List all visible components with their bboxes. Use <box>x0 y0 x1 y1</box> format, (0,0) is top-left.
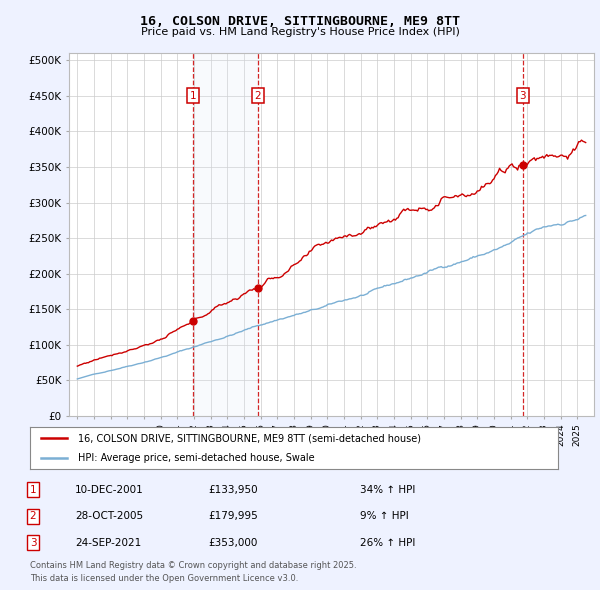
Text: 16, COLSON DRIVE, SITTINGBOURNE, ME9 8TT (semi-detached house): 16, COLSON DRIVE, SITTINGBOURNE, ME9 8TT… <box>77 433 421 443</box>
Text: 2: 2 <box>254 91 261 101</box>
Text: Price paid vs. HM Land Registry's House Price Index (HPI): Price paid vs. HM Land Registry's House … <box>140 27 460 37</box>
Text: 16, COLSON DRIVE, SITTINGBOURNE, ME9 8TT: 16, COLSON DRIVE, SITTINGBOURNE, ME9 8TT <box>140 15 460 28</box>
Text: 26% ↑ HPI: 26% ↑ HPI <box>360 538 415 548</box>
Text: 2: 2 <box>29 512 37 521</box>
Text: £179,995: £179,995 <box>208 512 258 521</box>
Text: 24-SEP-2021: 24-SEP-2021 <box>75 538 141 548</box>
Text: 34% ↑ HPI: 34% ↑ HPI <box>360 485 415 494</box>
Text: 3: 3 <box>29 538 37 548</box>
Text: £133,950: £133,950 <box>208 485 258 494</box>
Text: £353,000: £353,000 <box>209 538 258 548</box>
Text: 9% ↑ HPI: 9% ↑ HPI <box>360 512 409 521</box>
Text: This data is licensed under the Open Government Licence v3.0.: This data is licensed under the Open Gov… <box>30 574 298 583</box>
Text: 1: 1 <box>29 485 37 494</box>
Text: 28-OCT-2005: 28-OCT-2005 <box>75 512 143 521</box>
Bar <box>193 53 258 416</box>
Text: 1: 1 <box>190 91 196 101</box>
Text: 3: 3 <box>520 91 526 101</box>
Text: Contains HM Land Registry data © Crown copyright and database right 2025.: Contains HM Land Registry data © Crown c… <box>30 561 356 570</box>
Text: HPI: Average price, semi-detached house, Swale: HPI: Average price, semi-detached house,… <box>77 454 314 463</box>
Text: 10-DEC-2001: 10-DEC-2001 <box>75 485 144 494</box>
